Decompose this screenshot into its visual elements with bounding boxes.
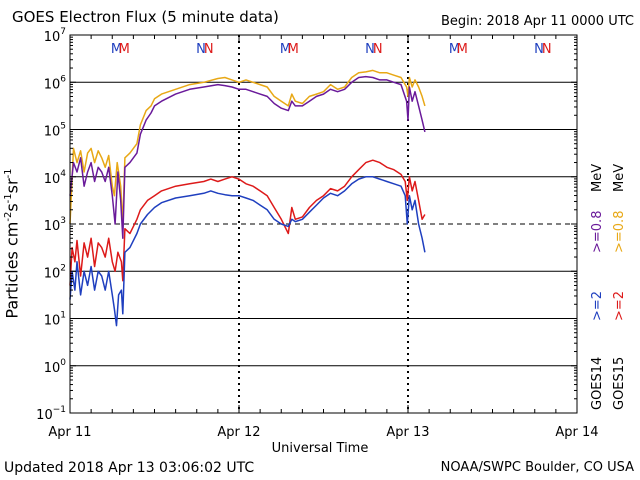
- grid-lines: [70, 35, 577, 413]
- mn-marker: N: [542, 42, 552, 57]
- legend-goes15-2mev: >=2: [612, 290, 627, 321]
- mn-marker: M: [449, 42, 460, 57]
- chart-title: GOES Electron Flux (5 minute data): [12, 8, 279, 26]
- series-line: [69, 69, 426, 225]
- y-tick-label: 102: [44, 263, 66, 281]
- y-axis-title: Particles cm-2s-1sr-1: [2, 168, 22, 319]
- updated-timestamp: Updated 2018 Apr 13 03:06:02 UTC: [4, 460, 255, 476]
- legend-goes15-08mev: >=0.8: [612, 210, 627, 253]
- mn-marker: M: [280, 42, 291, 57]
- y-tick-label: 10−1: [36, 405, 66, 423]
- legend-goes15-label: GOES15: [612, 356, 627, 410]
- mn-marker: M: [111, 42, 122, 57]
- credit-text: NOAA/SWPC Boulder, CO USA: [440, 460, 634, 475]
- y-tick-label: 106: [44, 74, 67, 92]
- mn-marker: N: [373, 42, 383, 57]
- y-tick-label: 101: [44, 311, 66, 329]
- y-tick-label: 100: [44, 358, 67, 376]
- series-line: [69, 176, 426, 327]
- legend-mev-label: MeV: [590, 163, 605, 192]
- mn-marker: N: [196, 42, 206, 57]
- x-axis-title: Universal Time: [271, 441, 369, 456]
- y-tick-label: 103: [44, 216, 66, 234]
- y-tick-label: 105: [44, 122, 66, 140]
- mn-marker: N: [204, 42, 214, 57]
- series-line: [69, 159, 426, 286]
- x-tick-label: Apr 13: [386, 425, 429, 440]
- mn-marker: M: [288, 42, 299, 57]
- mn-marker: M: [457, 42, 468, 57]
- mn-marker: N: [365, 42, 375, 57]
- legend-mev-label-2: MeV: [612, 163, 627, 192]
- legend-goes14-08mev: >=0.8: [590, 210, 605, 253]
- x-tick-label: Apr 14: [555, 425, 598, 440]
- mn-marker: M: [119, 42, 130, 57]
- mn-marker: N: [534, 42, 544, 57]
- begin-time: Begin: 2018 Apr 11 0000 UTC: [440, 14, 634, 29]
- y-tick-label: 107: [44, 27, 66, 45]
- legend-goes14-label: GOES14: [590, 356, 605, 410]
- mn-markers: MM NN MM NN MM NN: [111, 42, 552, 57]
- axis-ticks: 10−1 100 101 102 103 104 105 106 107 Apr 11 Apr 12…: [36, 27, 598, 440]
- x-tick-label: Apr 12: [217, 425, 260, 440]
- x-tick-label: Apr 11: [48, 425, 91, 440]
- flux-series: [69, 69, 426, 327]
- y-tick-label: 104: [44, 169, 67, 187]
- series-line: [69, 75, 426, 239]
- legend-goes14-2mev: >=2: [590, 290, 605, 321]
